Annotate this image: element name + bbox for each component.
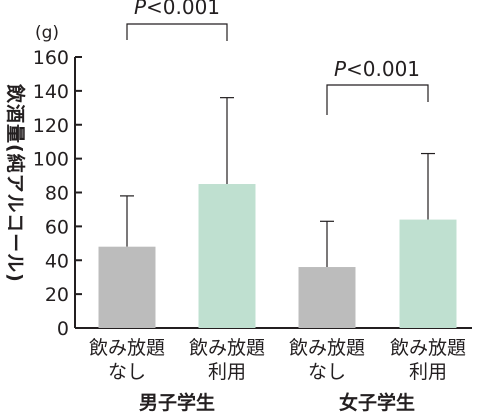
- category-label: 利用: [409, 361, 447, 383]
- y-tick-label: 0: [57, 318, 69, 340]
- p-symbol: P: [334, 57, 347, 81]
- p-value-text: <0.001: [146, 0, 220, 19]
- category-label: なし: [108, 361, 146, 383]
- category-label: 飲み放題: [189, 337, 265, 359]
- y-unit-label: (g): [35, 23, 59, 43]
- p-value-label: P<0.001: [134, 0, 220, 19]
- p-value-label: P<0.001: [334, 57, 420, 81]
- y-tick-label: 160: [33, 47, 69, 69]
- group-label: 女子学生: [339, 391, 415, 412]
- group-label: 男子学生: [139, 391, 215, 412]
- bar: [399, 219, 457, 328]
- y-tick-label: 40: [45, 250, 69, 272]
- y-tick-label: 120: [33, 115, 69, 137]
- category-label: 利用: [208, 361, 246, 383]
- category-label: 飲み放題: [289, 337, 365, 359]
- y-tick-label: 60: [45, 216, 69, 238]
- y-tick-label: 140: [33, 81, 69, 103]
- category-label: 飲み放題: [390, 337, 466, 359]
- p-symbol: P: [134, 0, 147, 19]
- y-tick-label: 100: [33, 149, 69, 171]
- bar: [298, 267, 356, 328]
- bar: [98, 246, 156, 328]
- y-axis-label: 飲酒量(純アルコール): [4, 83, 27, 283]
- p-value-text: <0.001: [346, 57, 420, 81]
- category-label: なし: [308, 361, 346, 383]
- plot-area: 020406080100120140160飲み放題なし飲み放題利用男子学生P<0…: [33, 0, 472, 412]
- category-label: 飲み放題: [89, 337, 165, 359]
- bar: [198, 184, 256, 328]
- significance-bracket: [326, 84, 429, 115]
- y-tick-label: 80: [45, 183, 69, 205]
- significance-bracket: [126, 23, 228, 41]
- y-tick-label: 20: [45, 284, 69, 306]
